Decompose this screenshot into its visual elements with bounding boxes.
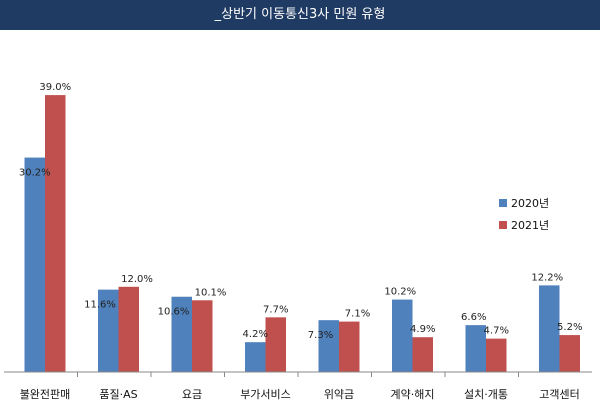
legend: 2020년 2021년 (499, 197, 549, 232)
bar-b-6 (412, 337, 433, 372)
value-label-a-3: 10.6% (158, 307, 190, 318)
legend-label-1: 2020년 (511, 197, 549, 210)
value-label-b-6: 4.9% (410, 324, 435, 335)
value-label-b-4: 7.7% (263, 304, 288, 315)
bar-b-1 (45, 95, 66, 372)
legend-label-2: 2021년 (511, 219, 549, 232)
bars-group (24, 95, 580, 372)
value-label-a-7: 6.6% (461, 312, 486, 323)
bar-b-5 (339, 321, 360, 372)
bar-a-4 (245, 342, 266, 372)
title-bar (0, 0, 600, 30)
bar-a-5 (318, 320, 339, 372)
value-label-b-1: 39.0% (39, 82, 71, 93)
value-labels-group: 30.2% 39.0% 11.6% 12.0% 10.6% 10.1% 4.2% 7.7% 7.… (19, 82, 583, 341)
legend-swatch-2 (499, 221, 507, 229)
value-label-b-2: 12.0% (121, 274, 153, 285)
bar-a-7 (465, 325, 486, 372)
value-label-b-7: 4.7% (484, 326, 509, 337)
bar-a-1 (24, 157, 45, 372)
category-label-6: 계약·해지 (391, 387, 435, 401)
category-label-4: 부가서비스 (240, 388, 291, 401)
bar-b-3 (192, 300, 213, 372)
bar-b-8 (559, 335, 580, 372)
category-label-7: 설치·개통 (464, 388, 508, 401)
bar-b-2 (118, 286, 139, 372)
category-label-8: 고객센터 (539, 388, 579, 401)
legend-swatch-1 (499, 199, 507, 207)
value-label-b-3: 10.1% (195, 287, 227, 298)
bar-a-2 (98, 289, 119, 372)
category-label-1: 불완전판매 (20, 388, 71, 401)
value-label-b-8: 5.2% (557, 322, 582, 333)
bar-b-4 (265, 317, 286, 372)
value-label-a-6: 10.2% (384, 287, 416, 298)
bar-a-3 (171, 296, 192, 372)
bar-b-7 (486, 338, 507, 372)
value-label-a-1: 30.2% (19, 168, 51, 179)
value-label-a-8: 12.2% (531, 272, 563, 283)
value-label-a-4: 4.2% (243, 329, 268, 340)
chart-title: _상반기 이동통신3사 민원 유형 (214, 7, 386, 22)
category-label-3: 요금 (182, 388, 202, 401)
category-labels-group: 불완전판매 품질·AS 요금 부가서비스 위약금 계약·해지 설치·개통 고객센터 (20, 372, 580, 401)
value-label-a-5: 7.3% (308, 330, 333, 341)
value-label-a-2: 11.6% (84, 300, 116, 311)
bar-a-6 (392, 299, 413, 372)
category-label-5: 위약금 (324, 387, 354, 401)
bar-a-8 (539, 285, 560, 372)
category-label-2: 품질·AS (99, 388, 137, 401)
value-label-b-5: 7.1% (345, 309, 370, 320)
